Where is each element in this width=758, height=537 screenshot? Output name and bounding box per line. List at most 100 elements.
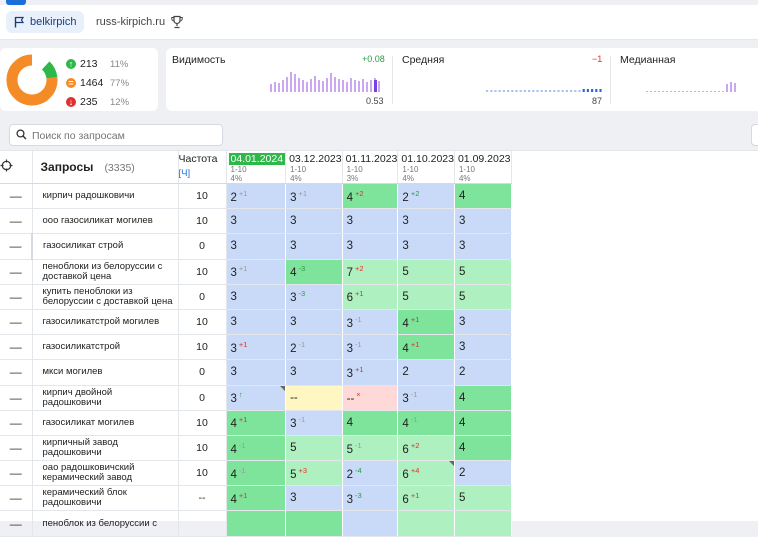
position-cell[interactable]: 3 +1 xyxy=(226,259,287,285)
row-toggle[interactable]: — xyxy=(0,284,33,310)
position-cell[interactable] xyxy=(342,510,399,537)
date-header[interactable]: 01.09.2023 1-10 4% xyxy=(454,151,512,184)
table-row[interactable]: — газосиликат строй 0 3 3 3 3 3 xyxy=(0,233,512,260)
position-cell[interactable]: 4 -3 xyxy=(285,259,343,285)
table-row[interactable]: — пеноблок из белоруссии с xyxy=(0,510,512,537)
row-toggle[interactable]: — xyxy=(0,435,33,462)
position-cell[interactable]: 7 +2 xyxy=(342,259,399,285)
position-cell[interactable]: 3 xyxy=(285,208,343,235)
table-row[interactable]: — газосиликатстрой 10 3 +1 2 -1 3 -1 4 +1 3 xyxy=(0,334,512,361)
position-cell[interactable]: 3 +1 xyxy=(285,183,343,210)
position-cell[interactable]: 4 -1 xyxy=(226,460,287,487)
position-cell[interactable]: 4 +1 xyxy=(226,485,287,512)
position-cell[interactable]: 5 xyxy=(397,259,455,285)
search-input[interactable] xyxy=(30,127,220,144)
position-cell[interactable]: 4 xyxy=(342,410,399,436)
position-cell[interactable]: 2 -4 xyxy=(342,460,399,487)
position-cell[interactable]: 4 +1 xyxy=(226,410,287,436)
row-toggle[interactable]: — xyxy=(0,183,33,210)
position-cell[interactable]: 3 xyxy=(285,359,343,386)
position-cell[interactable]: 6 +4 xyxy=(397,460,455,487)
top-accent-tab[interactable] xyxy=(6,0,26,5)
position-cell[interactable]: 2 +1 xyxy=(226,183,287,210)
row-toggle[interactable]: — xyxy=(0,385,33,411)
position-cell[interactable]: 3 -1 xyxy=(342,309,399,336)
position-cell[interactable] xyxy=(285,510,343,537)
position-cell[interactable]: 5 xyxy=(397,284,455,310)
position-cell[interactable]: 5 xyxy=(454,284,512,310)
position-cell[interactable] xyxy=(226,510,287,537)
position-cell[interactable]: 6 +1 xyxy=(397,485,455,512)
position-cell[interactable]: 3 -1 xyxy=(397,385,455,411)
table-row[interactable]: — керамический блок радошковичи -- 4 +1 3 3 -3 6… xyxy=(0,485,512,512)
frequency-header[interactable]: Частота [Ч] xyxy=(178,151,227,184)
position-cell[interactable]: 4 xyxy=(454,385,512,411)
query-search[interactable] xyxy=(9,124,223,146)
select-all-target[interactable] xyxy=(0,151,33,184)
row-toggle[interactable]: — xyxy=(0,359,33,386)
row-toggle[interactable]: — xyxy=(0,309,33,336)
position-cell[interactable]: 3 -3 xyxy=(342,485,399,512)
metric-average[interactable]: Средняя −1 87 xyxy=(396,48,608,111)
table-row[interactable]: — кирпич двойной радошковичи 0 3 ↑ -- -- × 3 -1 4 xyxy=(0,385,512,411)
position-cell[interactable]: 4 +1 xyxy=(397,309,455,336)
row-toggle[interactable]: — xyxy=(0,410,33,436)
position-cell[interactable]: 4 xyxy=(454,410,512,436)
position-cell[interactable]: 3 xyxy=(342,208,399,235)
position-cell[interactable]: 3 xyxy=(226,309,287,336)
position-cell[interactable]: 3 xyxy=(454,334,512,361)
row-toggle[interactable]: — xyxy=(0,233,33,260)
position-cell[interactable]: 4 +2 xyxy=(342,183,399,210)
table-row[interactable]: — мкси могилев 0 3 3 3 +1 2 2 xyxy=(0,359,512,386)
position-cell[interactable]: 3 xyxy=(342,233,399,260)
position-cell[interactable]: 3 xyxy=(285,309,343,336)
position-cell[interactable]: 4 +1 xyxy=(397,334,455,361)
date-header[interactable]: 01.11.2023 1-10 3% xyxy=(342,151,399,184)
position-cell[interactable]: 2 xyxy=(397,359,455,386)
row-toggle[interactable]: — xyxy=(0,334,33,361)
date-header[interactable]: 01.10.2023 1-10 4% xyxy=(397,151,455,184)
position-cell[interactable]: 4 xyxy=(454,435,512,462)
position-cell[interactable]: 2 xyxy=(454,359,512,386)
tab-belkirpich[interactable]: belkirpich xyxy=(6,11,85,33)
position-cell[interactable]: 3 -1 xyxy=(285,410,343,436)
position-cell[interactable]: 3 xyxy=(226,284,287,310)
row-toggle[interactable]: — xyxy=(0,510,33,537)
position-cell[interactable]: 2 xyxy=(454,460,512,487)
position-cell[interactable]: 3 -1 xyxy=(342,334,399,361)
position-cell[interactable]: 3 +1 xyxy=(342,359,399,386)
tab-russ-kirpich[interactable]: russ-kirpich.ru xyxy=(88,11,173,33)
position-cell[interactable]: 3 xyxy=(454,233,512,260)
position-cell[interactable]: 3 xyxy=(454,309,512,336)
position-cell[interactable] xyxy=(454,510,512,537)
position-cell[interactable]: 3 ↑ xyxy=(226,385,287,411)
position-cell[interactable]: 4 -1 xyxy=(226,435,287,462)
position-cell[interactable]: 6 +2 xyxy=(397,435,455,462)
table-row[interactable]: — газосиликатстрой могилев 10 3 3 3 -1 4 +1 3 xyxy=(0,309,512,336)
table-row[interactable]: — ооо газосиликат могилев 10 3 3 3 3 3 xyxy=(0,208,512,235)
position-cell[interactable]: 6 +1 xyxy=(342,284,399,310)
position-cell[interactable]: 2 -1 xyxy=(285,334,343,361)
table-row[interactable]: — кирпич радошковичи 10 2 +1 3 +1 4 +2 2 +2 4 xyxy=(0,183,512,210)
date-header[interactable]: 03.12.2023 1-10 4% xyxy=(285,151,343,184)
position-cell[interactable]: 5 xyxy=(454,259,512,285)
position-cell[interactable]: 3 xyxy=(397,208,455,235)
position-cell[interactable]: 3 xyxy=(226,233,287,260)
position-cell[interactable]: -- × xyxy=(342,385,399,411)
position-cell[interactable]: 3 -3 xyxy=(285,284,343,310)
trophy-icon[interactable] xyxy=(170,15,184,29)
table-row[interactable]: — оао радошковичский керамический завод 10… xyxy=(0,460,512,487)
position-cell[interactable]: 3 xyxy=(397,233,455,260)
queries-header[interactable]: Запросы (3335) xyxy=(32,151,179,184)
position-cell[interactable]: 3 xyxy=(454,208,512,235)
row-toggle[interactable]: — xyxy=(0,208,33,235)
filter-button[interactable] xyxy=(751,124,758,146)
position-cell[interactable]: 3 xyxy=(226,359,287,386)
metric-median[interactable]: Медианная xyxy=(614,48,758,111)
row-toggle[interactable]: — xyxy=(0,460,33,487)
position-cell[interactable]: 3 xyxy=(285,233,343,260)
metric-visibility[interactable]: Видимость +0.08 0.53 xyxy=(166,48,388,111)
row-toggle[interactable]: — xyxy=(0,259,33,285)
position-cell[interactable]: 5 xyxy=(454,485,512,512)
position-cell[interactable]: 5 xyxy=(285,435,343,462)
